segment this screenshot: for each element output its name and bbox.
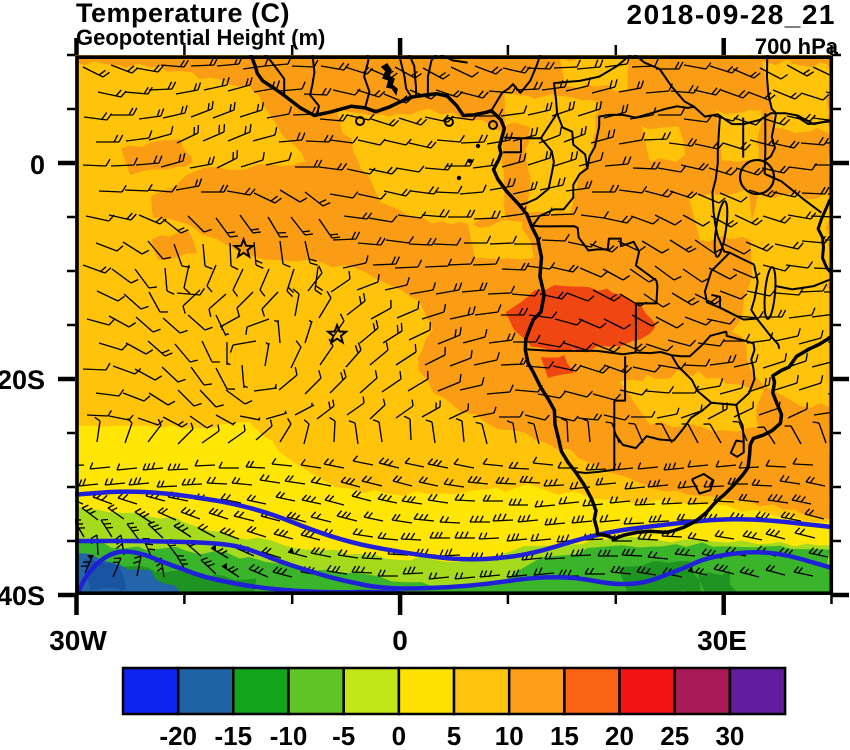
svg-text:Temperature (C): Temperature (C) <box>76 0 290 28</box>
svg-text:0: 0 <box>30 150 45 180</box>
svg-text:40S: 40S <box>0 581 45 611</box>
svg-text:-5: -5 <box>332 721 355 750</box>
svg-text:-20: -20 <box>159 721 197 750</box>
svg-text:20: 20 <box>605 721 634 750</box>
svg-text:30: 30 <box>715 721 744 750</box>
svg-text:10: 10 <box>495 721 524 750</box>
svg-text:700 hPa: 700 hPa <box>755 34 839 59</box>
svg-text:2018-09-28_21: 2018-09-28_21 <box>627 0 836 30</box>
svg-text:-10: -10 <box>270 721 308 750</box>
svg-text:Geopotential Height (m): Geopotential Height (m) <box>76 25 325 50</box>
svg-text:20S: 20S <box>0 365 45 395</box>
svg-text:30W: 30W <box>49 625 107 656</box>
svg-text:15: 15 <box>550 721 579 750</box>
svg-text:5: 5 <box>447 721 461 750</box>
svg-text:0: 0 <box>392 625 408 656</box>
svg-text:0: 0 <box>392 721 406 750</box>
svg-text:30E: 30E <box>697 625 747 656</box>
svg-text:25: 25 <box>660 721 689 750</box>
svg-text:-15: -15 <box>215 721 253 750</box>
